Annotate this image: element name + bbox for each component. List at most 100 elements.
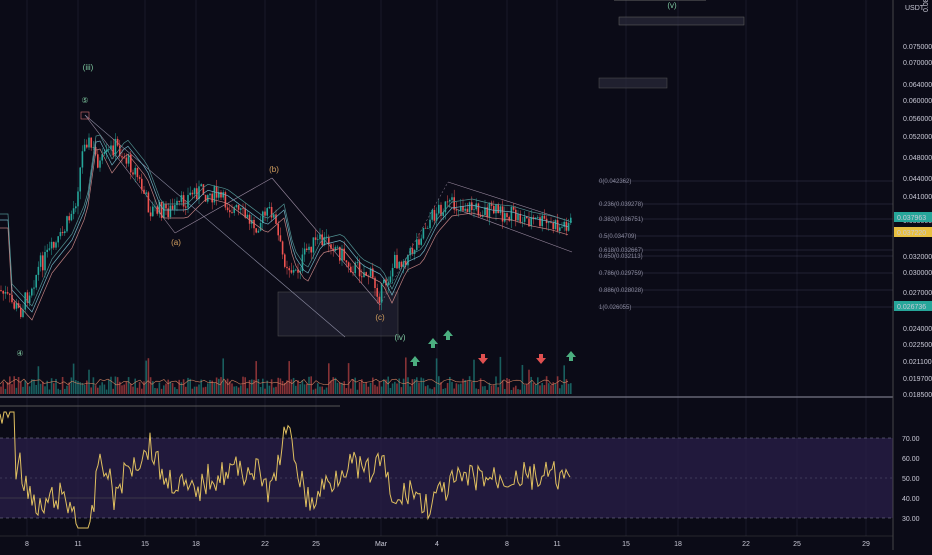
wave-label-a: (a)	[171, 238, 181, 247]
volume-bar	[70, 377, 73, 394]
volume-bar	[475, 388, 477, 394]
candle	[378, 296, 381, 303]
volume-bar	[534, 384, 537, 394]
volume-bar	[13, 376, 15, 394]
candle	[387, 282, 389, 286]
candle	[123, 157, 125, 159]
volume-bar	[237, 387, 240, 394]
volume-bar	[339, 382, 341, 394]
price-tick-label: 0.019700	[903, 376, 932, 383]
volume-bar	[266, 380, 268, 394]
price-tick-label: 0.052000	[903, 134, 932, 141]
candle	[328, 236, 330, 245]
volume-bar	[174, 387, 176, 394]
candle	[422, 227, 425, 239]
price-tick-label: 0.024000	[903, 326, 932, 333]
candle	[418, 239, 420, 245]
volume-bar	[196, 386, 198, 394]
candle	[125, 157, 128, 164]
volume-bar	[202, 387, 205, 394]
volume-bar	[244, 377, 246, 394]
candle	[209, 193, 211, 196]
volume-bar	[543, 385, 546, 394]
volume-bar	[488, 382, 491, 394]
volume-bar	[358, 381, 361, 394]
candle	[237, 205, 240, 210]
volume-bar	[325, 387, 328, 394]
rsi-axis[interactable]: 70.00 60.00 50.00 40.00 30.00	[902, 436, 920, 523]
volume-bar	[466, 381, 469, 394]
rsi-tick-label: 60.00	[902, 456, 920, 463]
candle	[435, 213, 438, 221]
volume-bar	[343, 381, 345, 394]
volume-bar	[242, 376, 244, 394]
date-tick-label: 11	[74, 541, 81, 548]
volume-bar	[59, 389, 62, 394]
volume-bar	[374, 384, 376, 394]
volume-bar	[460, 383, 462, 394]
volume-bar	[288, 361, 290, 394]
volume-bar	[185, 386, 187, 394]
candle	[116, 138, 119, 146]
volume-bar	[66, 385, 68, 394]
volume-bar	[229, 381, 231, 394]
date-tick-label: 4	[435, 541, 439, 548]
candle	[449, 199, 451, 202]
arrow-up-icon	[443, 330, 453, 340]
candle	[70, 213, 73, 221]
candle	[376, 288, 378, 297]
volume-bar	[147, 358, 150, 394]
volume-bar	[400, 387, 403, 394]
volume-bar	[158, 382, 161, 394]
volume-bar	[193, 386, 196, 394]
volume-bar	[251, 379, 253, 394]
candle	[35, 274, 37, 288]
candle	[81, 151, 84, 168]
volume-bar	[132, 386, 134, 394]
volume-bar	[72, 363, 75, 394]
volume-bar	[453, 388, 455, 394]
candle	[464, 208, 466, 211]
volume-bar	[28, 386, 31, 394]
volume-bar	[385, 379, 387, 394]
candle	[42, 255, 44, 271]
fib-trend-line	[379, 181, 449, 306]
fib-label: 0.786(0.029759)	[599, 271, 643, 277]
candle	[99, 160, 101, 168]
volume-bar	[134, 378, 136, 394]
volume-bar	[4, 388, 7, 394]
volume-bar	[334, 377, 337, 394]
candle	[180, 195, 183, 202]
volume-bar	[567, 383, 570, 394]
volume-bar	[510, 389, 513, 394]
candle	[457, 210, 460, 212]
volume-bar	[143, 381, 145, 394]
candle	[259, 223, 262, 231]
candle	[264, 211, 266, 216]
price-badge-low-text: 0.037220	[897, 230, 926, 237]
volume-bar	[75, 380, 77, 394]
price-tick-label: 0.018500	[903, 392, 932, 399]
candle	[108, 149, 110, 151]
candle	[295, 269, 297, 271]
volume-bar	[259, 387, 262, 394]
volume-bar	[464, 379, 466, 394]
volume-bar	[554, 384, 557, 394]
price-axis[interactable]: 0.085000 0.075000 0.070000 0.064000 0.060000…	[903, 0, 932, 399]
target-box-top	[598, 77, 668, 89]
price-tick-label: 0.027000	[903, 290, 932, 297]
volume-bar	[394, 381, 396, 394]
candles	[0, 133, 572, 319]
candle	[154, 206, 156, 208]
volume-bar	[387, 376, 389, 394]
candle	[292, 270, 295, 273]
volume-bar	[541, 382, 543, 394]
date-axis[interactable]: 8 11 15 18 22 25 Mar 4 8 11 15 18 22 25 29	[25, 541, 870, 548]
volume-bar	[376, 386, 378, 394]
volume-bar	[231, 383, 233, 394]
candle	[559, 227, 561, 231]
candle	[211, 193, 213, 203]
volume-bar	[446, 383, 449, 394]
volume-bar	[213, 382, 216, 394]
